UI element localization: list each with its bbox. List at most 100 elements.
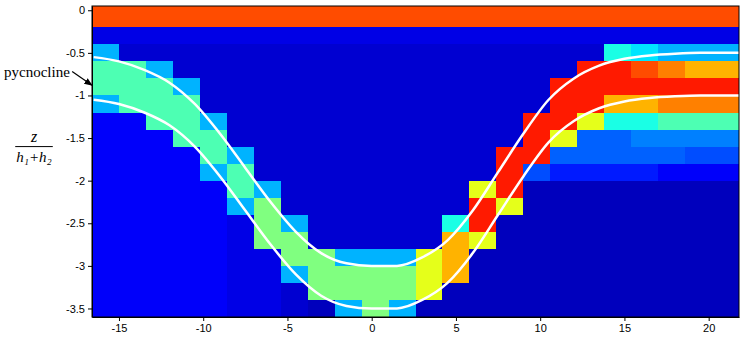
y-tick-label: 0 (79, 4, 85, 16)
heat-cell (362, 181, 389, 199)
heat-cell (469, 61, 496, 79)
heat-cell (712, 283, 739, 301)
heat-cell (119, 300, 146, 317)
heat-cell (658, 27, 685, 45)
heat-cell (523, 266, 550, 284)
heat-cell (523, 283, 550, 301)
heat-cell (119, 147, 146, 165)
heat-cell (631, 44, 658, 62)
y-tick-mark (88, 138, 92, 139)
heat-cell (227, 266, 254, 284)
heat-cell (658, 6, 685, 28)
heat-cell (119, 164, 146, 182)
heat-cell (308, 44, 335, 62)
heat-cell (496, 61, 523, 79)
heat-cell (416, 130, 443, 148)
heat-cell (200, 78, 227, 96)
heat-cell (658, 78, 685, 96)
heat-cell (146, 215, 173, 233)
heat-cell (254, 130, 281, 148)
x-tick-mark (203, 317, 204, 321)
x-tick-mark (624, 317, 625, 321)
heat-cell (550, 300, 577, 317)
heat-cell (389, 249, 416, 267)
heat-cell (389, 27, 416, 45)
heat-cell (604, 61, 631, 79)
heat-cell (658, 147, 685, 165)
plot-frame (92, 6, 739, 317)
heat-cell (685, 300, 712, 317)
heat-cell (496, 78, 523, 96)
heat-cell (254, 6, 281, 28)
heat-cell (712, 113, 739, 131)
heat-cell (362, 44, 389, 62)
heat-cell (442, 27, 469, 45)
heat-cell (416, 181, 443, 199)
heat-cell (631, 249, 658, 267)
heat-cell (335, 283, 362, 301)
heat-cell (146, 300, 173, 317)
heat-cell (281, 164, 308, 182)
heat-cell (712, 147, 739, 165)
heat-cell (631, 215, 658, 233)
heat-cell (308, 130, 335, 148)
heat-cell (281, 130, 308, 148)
heat-cell (254, 78, 281, 96)
x-tick-label: -10 (196, 322, 212, 334)
y-tick-mark (88, 53, 92, 54)
heat-cell (200, 215, 227, 233)
heat-cell (119, 78, 146, 96)
heat-cell (227, 300, 254, 317)
heat-cell (92, 300, 119, 317)
heat-cell (389, 164, 416, 182)
y-title-numerator: z (30, 128, 38, 145)
heat-cell (712, 215, 739, 233)
x-tick: -5 (283, 317, 293, 334)
heat-cell (631, 113, 658, 131)
heat-cell (308, 215, 335, 233)
y-tick-mark (88, 95, 92, 96)
y-axis: -3.5-3-2.5-2-1.5-1-0.50 (66, 4, 92, 317)
heat-cell (146, 266, 173, 284)
heat-cell (550, 61, 577, 79)
heat-cell (685, 283, 712, 301)
heat-cell (281, 78, 308, 96)
heat-cell (119, 266, 146, 284)
heat-cell (173, 266, 200, 284)
heat-cell (712, 130, 739, 148)
x-tick-label: 5 (453, 322, 459, 334)
y-tick: -3.5 (66, 302, 92, 314)
heat-cell (577, 283, 604, 301)
heat-cell (335, 6, 362, 28)
heat-cell (200, 44, 227, 62)
heat-cell (254, 300, 281, 317)
heat-cell (523, 232, 550, 250)
heat-cell (227, 198, 254, 216)
heat-cell (335, 266, 362, 284)
heat-cell (308, 300, 335, 317)
heat-cell (146, 95, 173, 113)
heat-cell (227, 283, 254, 301)
heat-cell (335, 44, 362, 62)
heat-cell (335, 215, 362, 233)
heat-cell (469, 130, 496, 148)
heat-cell (685, 61, 712, 79)
heat-cell (442, 6, 469, 28)
heat-cell (389, 78, 416, 96)
annotation: pycnocline (4, 64, 70, 80)
heat-cell (173, 215, 200, 233)
heat-cell (550, 283, 577, 301)
heat-cell (442, 44, 469, 62)
heat-cell (658, 198, 685, 216)
heat-cell (712, 78, 739, 96)
heat-cell (577, 266, 604, 284)
y-tick: 0 (79, 4, 92, 16)
heat-cell (227, 113, 254, 131)
heat-cell (550, 27, 577, 45)
heat-cell (362, 198, 389, 216)
heat-cell (604, 164, 631, 182)
heat-cell (658, 113, 685, 131)
heat-cell (604, 249, 631, 267)
heat-cell (631, 61, 658, 79)
heat-cell (550, 266, 577, 284)
